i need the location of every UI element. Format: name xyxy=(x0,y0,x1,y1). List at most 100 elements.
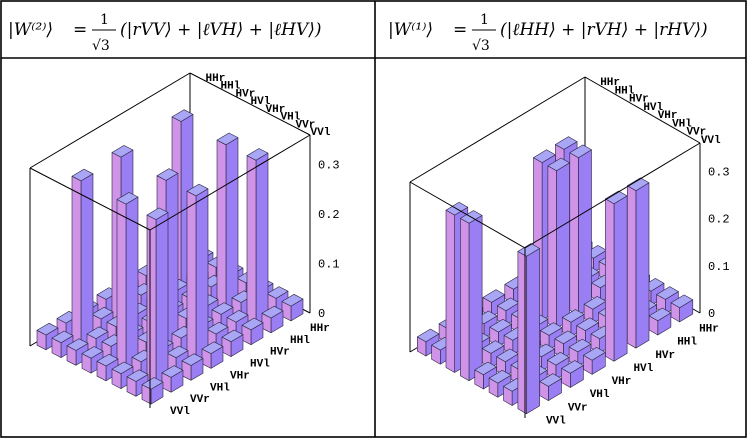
bar xyxy=(261,305,284,334)
title-norm: 1 xyxy=(480,12,489,28)
bar-top-face xyxy=(36,322,59,336)
bar xyxy=(146,207,169,385)
panel-right-chart: HHrHHlHVrHVlVHrVHlVVrVVlVVlVVrVHlVHrHVlH… xyxy=(409,76,730,427)
bar-top-face xyxy=(561,360,584,374)
bar xyxy=(583,347,606,375)
bar-left-face xyxy=(225,137,239,310)
title-terms: (|rVV⟩ + |ℓVH⟩ + |ℓHV⟩) xyxy=(120,20,322,40)
tick-label: VHr xyxy=(612,376,632,388)
bar-top-face xyxy=(116,192,139,205)
bars xyxy=(416,136,694,415)
tick-label: HHl xyxy=(221,81,241,93)
bar-top-face xyxy=(91,306,114,320)
bar-right-face xyxy=(547,165,557,329)
bar-top-face xyxy=(146,207,169,220)
tick-label: VHl xyxy=(210,382,230,394)
bar xyxy=(186,183,209,362)
tick-label: HHr xyxy=(600,77,620,89)
z-tick-label: 0 xyxy=(708,307,715,321)
tick-label: VHl xyxy=(590,389,610,401)
bar-top-face xyxy=(416,328,440,343)
bar-right-face xyxy=(626,185,637,349)
bar-top-face xyxy=(261,305,284,319)
bar xyxy=(605,190,628,362)
bar-top-face xyxy=(206,321,229,335)
bar xyxy=(554,330,577,359)
bar-right-face xyxy=(460,218,470,382)
tick-label: HHr xyxy=(310,323,330,335)
bar-right-face xyxy=(116,199,127,370)
z-tick-label: 0.3 xyxy=(708,165,730,179)
bar-top-face xyxy=(517,243,540,257)
bar-top-face xyxy=(216,132,239,146)
bar-top-face xyxy=(156,168,179,181)
bar-top-face xyxy=(648,307,672,322)
bar-top-face xyxy=(111,145,134,158)
bar-top-face xyxy=(670,294,694,309)
tick-label: HHr xyxy=(206,73,226,85)
tick-label: HHl xyxy=(677,337,697,349)
bar-top-face xyxy=(540,322,563,336)
bar-top-face xyxy=(482,289,505,303)
z-tick-label: 0.2 xyxy=(318,208,340,222)
bar-right-face xyxy=(146,214,157,385)
bar-top-face xyxy=(166,345,189,359)
bar xyxy=(517,243,540,415)
bar xyxy=(181,353,204,381)
bar xyxy=(569,144,592,316)
bar-left-face xyxy=(635,182,650,349)
z-tick-label: 0.3 xyxy=(318,159,340,173)
bar-top-face xyxy=(171,109,194,122)
bar-top-face xyxy=(568,338,592,353)
bar xyxy=(670,294,694,323)
bar-right-face xyxy=(605,198,615,362)
bar xyxy=(561,360,584,388)
tick-label: VHl xyxy=(672,118,692,130)
bar-right-face xyxy=(445,209,455,373)
tick-label: HHl xyxy=(290,335,310,347)
tick-label: HHr xyxy=(699,324,719,336)
tick-label: HVl xyxy=(251,96,271,108)
bar-top-face xyxy=(186,183,209,197)
tick-label: HVr xyxy=(270,347,290,359)
tick-label: VHr xyxy=(230,370,250,382)
bar-top-face xyxy=(86,326,109,339)
bar-top-face xyxy=(221,329,244,343)
plot-box-front xyxy=(29,134,311,408)
bar-right-face xyxy=(71,175,82,347)
bar-top-face xyxy=(126,369,149,382)
svg-text:=: = xyxy=(453,20,467,40)
tick-label: HVr xyxy=(236,88,256,100)
bar-top-face xyxy=(554,330,577,345)
bar xyxy=(241,317,264,346)
bars xyxy=(36,109,304,405)
bar-top-face xyxy=(569,144,592,158)
bar xyxy=(281,293,304,322)
z-tick-label: 0 xyxy=(318,307,325,321)
tick-label: VVl xyxy=(546,415,566,427)
z-tick-label: 0.1 xyxy=(708,260,730,274)
bar xyxy=(547,157,570,329)
bar-left-face xyxy=(195,188,209,362)
bar-top-face xyxy=(481,340,505,354)
tick-label: VVr xyxy=(568,402,588,414)
tick-label: VVr xyxy=(190,394,210,406)
bar-top-face xyxy=(211,302,234,315)
bar xyxy=(460,210,483,382)
svg-text:=: = xyxy=(73,20,87,40)
bar-left-face xyxy=(155,212,169,385)
bar-top-face xyxy=(201,341,224,354)
panel-left-title: |W⁽²⁾⟩ = 1 √3 (|rVV⟩ + |ℓVH⟩ + |ℓHV⟩) xyxy=(8,12,322,54)
bar-left-face xyxy=(526,248,540,415)
bar-right-face xyxy=(246,155,257,326)
tick-label: HVr xyxy=(629,94,649,106)
bar-top-face xyxy=(81,346,104,359)
bar-top-face xyxy=(547,157,570,172)
bar-top-face xyxy=(496,348,519,363)
bar-top-face xyxy=(226,309,249,323)
